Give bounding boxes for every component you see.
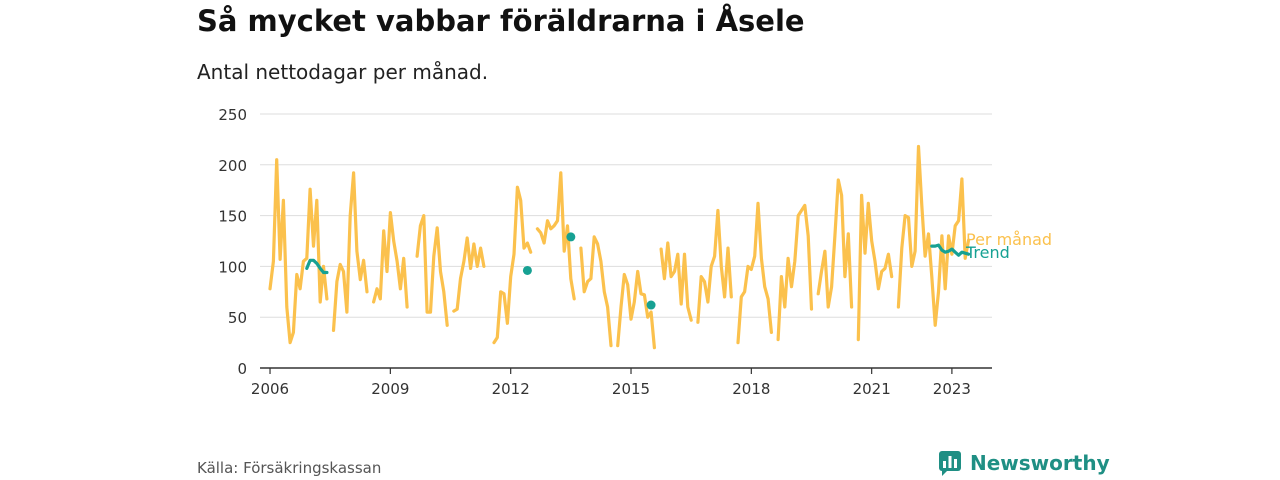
series-label-trend: Trend (965, 243, 1010, 262)
monthly-line (268, 158, 329, 345)
x-tick-label: 2021 (853, 380, 891, 398)
y-tick-label: 50 (228, 309, 247, 327)
brand-logo: Newsworthy (938, 450, 1110, 476)
trend-line (930, 243, 971, 257)
monthly-line (776, 203, 814, 342)
bar-chart-speech-bubble-icon (939, 451, 961, 476)
monthly-line (452, 236, 486, 313)
monthly-line (579, 235, 613, 348)
trend-point (522, 265, 532, 275)
monthly-line (372, 211, 409, 309)
source-note: Källa: Försäkringskassan (197, 459, 382, 477)
trend-line (305, 258, 329, 275)
y-tick-label: 200 (218, 157, 247, 175)
line-chart: 0 50 100 150 200 250 2006 2009 2012 2015 2018 2021 2… (218, 106, 1052, 398)
chart-subtitle: Antal nettodagar per månad. (197, 60, 489, 84)
monthly-line (415, 214, 449, 327)
trend-point (646, 300, 656, 310)
monthly-line (616, 269, 657, 350)
monthly-line (659, 241, 693, 322)
brand-name: Newsworthy (970, 451, 1110, 475)
x-tick-label: 2006 (251, 380, 289, 398)
monthly-line (696, 208, 733, 324)
monthly-line (896, 144, 971, 327)
x-tick-label: 2018 (732, 380, 770, 398)
monthly-line (856, 193, 894, 342)
series-label-per-manad: Per månad (966, 230, 1052, 249)
trend-point (566, 232, 576, 242)
page-title: Så mycket vabbar föräldrarna i Åsele (197, 4, 805, 38)
y-tick-label: 0 (237, 360, 247, 378)
monthly-line (816, 178, 854, 309)
x-tick-label: 2009 (371, 380, 409, 398)
y-tick-label: 150 (218, 208, 247, 226)
y-tick-label: 250 (218, 106, 247, 124)
monthly-line (331, 171, 369, 332)
x-tick-label: 2015 (612, 380, 650, 398)
monthly-line (736, 201, 774, 345)
monthly-line (492, 185, 533, 345)
y-tick-label: 100 (218, 258, 247, 276)
x-tick-label: 2023 (933, 380, 971, 398)
x-tick-label: 2012 (492, 380, 530, 398)
